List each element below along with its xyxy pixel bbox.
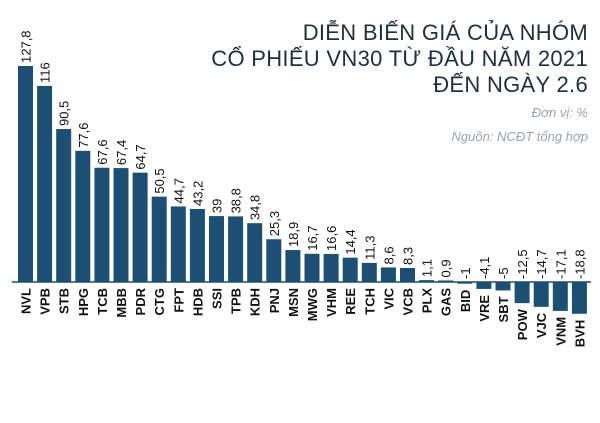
- value-label-vre: -4,1: [477, 257, 492, 279]
- category-label-plx: PLX: [420, 288, 435, 314]
- bar-pnj: [266, 239, 282, 282]
- bar-hpg: [75, 150, 91, 282]
- title-line-1: DIỄN BIẾN GIÁ CỦA NHÓM: [302, 20, 588, 45]
- category-label-bid: BID: [458, 290, 473, 312]
- value-label-hpg: 77,6: [76, 123, 91, 148]
- bar-hdb: [189, 208, 205, 282]
- bar-mbb: [113, 168, 129, 282]
- bar-vjc: [533, 282, 549, 307]
- bar-vic: [380, 267, 396, 282]
- bar-sbt: [495, 282, 511, 291]
- bar-bid: [457, 282, 473, 284]
- category-label-vnm: VNM: [553, 317, 568, 346]
- bar-pow: [514, 282, 530, 304]
- bar-tpb: [228, 216, 244, 282]
- bar-vre: [476, 282, 492, 289]
- bar-tch: [361, 262, 377, 282]
- category-label-ssi: SSI: [210, 288, 225, 309]
- value-label-bid: -1: [458, 267, 473, 279]
- value-label-tch: 11,3: [362, 236, 377, 260]
- category-label-bvh: BVH: [572, 320, 587, 347]
- category-label-pdr: PDR: [133, 287, 148, 315]
- bar-msn: [285, 250, 301, 282]
- unit-note: Đơn vị: %: [531, 105, 588, 120]
- value-label-stb: 90,5: [57, 101, 72, 126]
- bar-kdh: [247, 223, 263, 282]
- category-label-hpg: HPG: [76, 288, 91, 316]
- category-label-nvl: NVL: [19, 288, 34, 314]
- category-label-fpt: FPT: [171, 288, 186, 313]
- value-label-hdb: 43,2: [190, 181, 205, 206]
- value-label-mwg: 16,7: [305, 225, 320, 250]
- category-label-sbt: SBT: [496, 296, 511, 322]
- value-label-vcb: 8,3: [401, 247, 416, 265]
- title-line-3: ĐẾN NGÀY 2.6: [433, 72, 588, 97]
- category-label-tch: TCH: [362, 288, 377, 315]
- bar-fpt: [170, 206, 186, 282]
- value-label-kdh: 34,8: [248, 195, 263, 220]
- category-label-mbb: MBB: [114, 288, 129, 318]
- value-label-pnj: 25,3: [267, 211, 282, 236]
- bar-ssi: [209, 216, 224, 282]
- category-label-vpb: VPB: [38, 288, 53, 315]
- value-label-ree: 14,4: [343, 229, 358, 254]
- bar-vpb: [37, 85, 53, 282]
- value-label-sbt: -5: [496, 267, 511, 279]
- category-label-msn: MSN: [286, 288, 301, 317]
- category-label-vhm: VHM: [324, 288, 339, 317]
- bar-ree: [342, 257, 358, 282]
- value-label-vpb: 116: [38, 62, 53, 83]
- value-label-tcb: 67,6: [95, 139, 110, 164]
- category-label-hdb: HDB: [190, 288, 205, 316]
- category-label-tcb: TCB: [95, 288, 110, 315]
- category-label-pow: POW: [515, 308, 530, 340]
- category-label-vic: VIC: [381, 287, 396, 309]
- category-label-tpb: TPB: [229, 288, 244, 314]
- bar-stb: [56, 129, 72, 282]
- bar-vnm: [552, 282, 568, 311]
- bar-ctg: [151, 196, 167, 282]
- title-block: DIỄN BIẾN GIÁ CỦA NHÓM CỔ PHIẾU VN30 TỪ …: [211, 20, 588, 146]
- value-label-bvh: -18,8: [572, 249, 587, 279]
- value-label-ctg: 50,5: [152, 168, 167, 193]
- value-label-fpt: 44,7: [171, 178, 186, 203]
- bar-pdr: [132, 172, 148, 282]
- value-label-gas: 0,9: [439, 259, 454, 277]
- bar-tcb: [94, 167, 110, 282]
- category-label-vjc: VJC: [534, 312, 549, 338]
- value-label-msn: 18,9: [286, 222, 301, 247]
- bar-bvh: [571, 282, 587, 314]
- category-label-stb: STB: [57, 288, 72, 314]
- category-label-kdh: KDH: [248, 288, 263, 316]
- bar-vhm: [323, 253, 339, 282]
- bar-gas: [438, 280, 454, 282]
- category-label-mwg: MWG: [305, 288, 320, 321]
- category-label-vre: VRE: [477, 295, 492, 322]
- category-label-vcb: VCB: [401, 288, 416, 315]
- bar-plx: [419, 280, 435, 282]
- value-label-vjc: -14,7: [534, 249, 549, 279]
- value-label-mbb: 67,4: [114, 140, 129, 165]
- bar-vcb: [400, 267, 415, 282]
- value-label-vhm: 16,6: [324, 226, 339, 251]
- category-label-pnj: PNJ: [267, 288, 282, 313]
- bar-nvl: [18, 66, 33, 282]
- bar-mwg: [304, 253, 320, 282]
- value-label-plx: 1,1: [420, 259, 435, 277]
- category-label-gas: GAS: [439, 288, 454, 317]
- value-label-pdr: 64,7: [133, 144, 148, 169]
- value-label-tpb: 38,8: [229, 188, 244, 213]
- value-label-ssi: 39: [210, 199, 225, 213]
- title-line-2: CỔ PHIẾU VN30 TỪ ĐẦU NĂM 2021: [211, 46, 588, 71]
- value-label-vnm: -17,1: [553, 249, 568, 279]
- source-note: Nguồn: NCĐT tổng hợp: [451, 129, 588, 144]
- value-label-vic: 8,6: [381, 246, 396, 264]
- category-label-ree: REE: [343, 288, 358, 315]
- category-label-ctg: CTG: [152, 288, 167, 315]
- value-label-nvl: 127,8: [19, 30, 34, 63]
- value-label-pow: -12,5: [515, 249, 530, 279]
